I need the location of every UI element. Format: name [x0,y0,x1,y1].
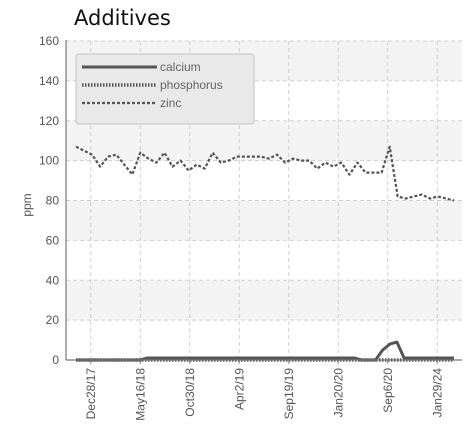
y-axis-ticks: 0 20 40 60 80 100 120 140 160 [39,34,59,367]
legend-label-zinc: zinc [160,96,181,110]
y-tick-label: 120 [39,114,59,128]
y-tick-label: 0 [52,353,59,367]
y-tick-label: 80 [46,194,60,208]
plot-band [66,120,462,161]
legend-box [75,53,255,125]
plot-band [66,200,462,241]
y-tick-label: 100 [39,154,59,168]
x-tick-label: Apr2/19 [232,368,246,410]
plot-band [66,160,462,201]
legend-label-calcium: calcium [160,60,201,74]
y-axis-label: ppm [20,193,34,216]
chart-title: Additives [74,6,171,30]
x-axis-ticks: Dec28/17 May16/18 Oct30/18 Apr2/19 Sep19/19 J… [84,360,444,421]
legend: calcium phosphorus zinc [75,53,255,125]
x-tick-label: Sep19/19 [282,368,296,420]
x-tick-label: Sep6/20 [381,368,395,413]
legend-label-phosphorus: phosphorus [160,78,223,92]
y-tick-label: 160 [39,34,59,48]
y-tick-label: 140 [39,74,59,88]
plot-band [66,240,462,281]
x-tick-label: May16/18 [133,368,147,421]
plot-band [66,320,462,360]
plot-band [66,280,462,321]
x-tick-label: Dec28/17 [84,368,98,420]
y-tick-label: 60 [46,233,60,247]
x-tick-label: Oct30/18 [183,368,197,417]
y-tick-label: 40 [46,273,60,287]
x-tick-label: Jan29/24 [430,368,444,418]
series-line-zinc [75,145,455,202]
x-tick-label: Jan20/20 [331,368,345,418]
axes [65,40,462,361]
y-tick-label: 20 [46,313,60,327]
